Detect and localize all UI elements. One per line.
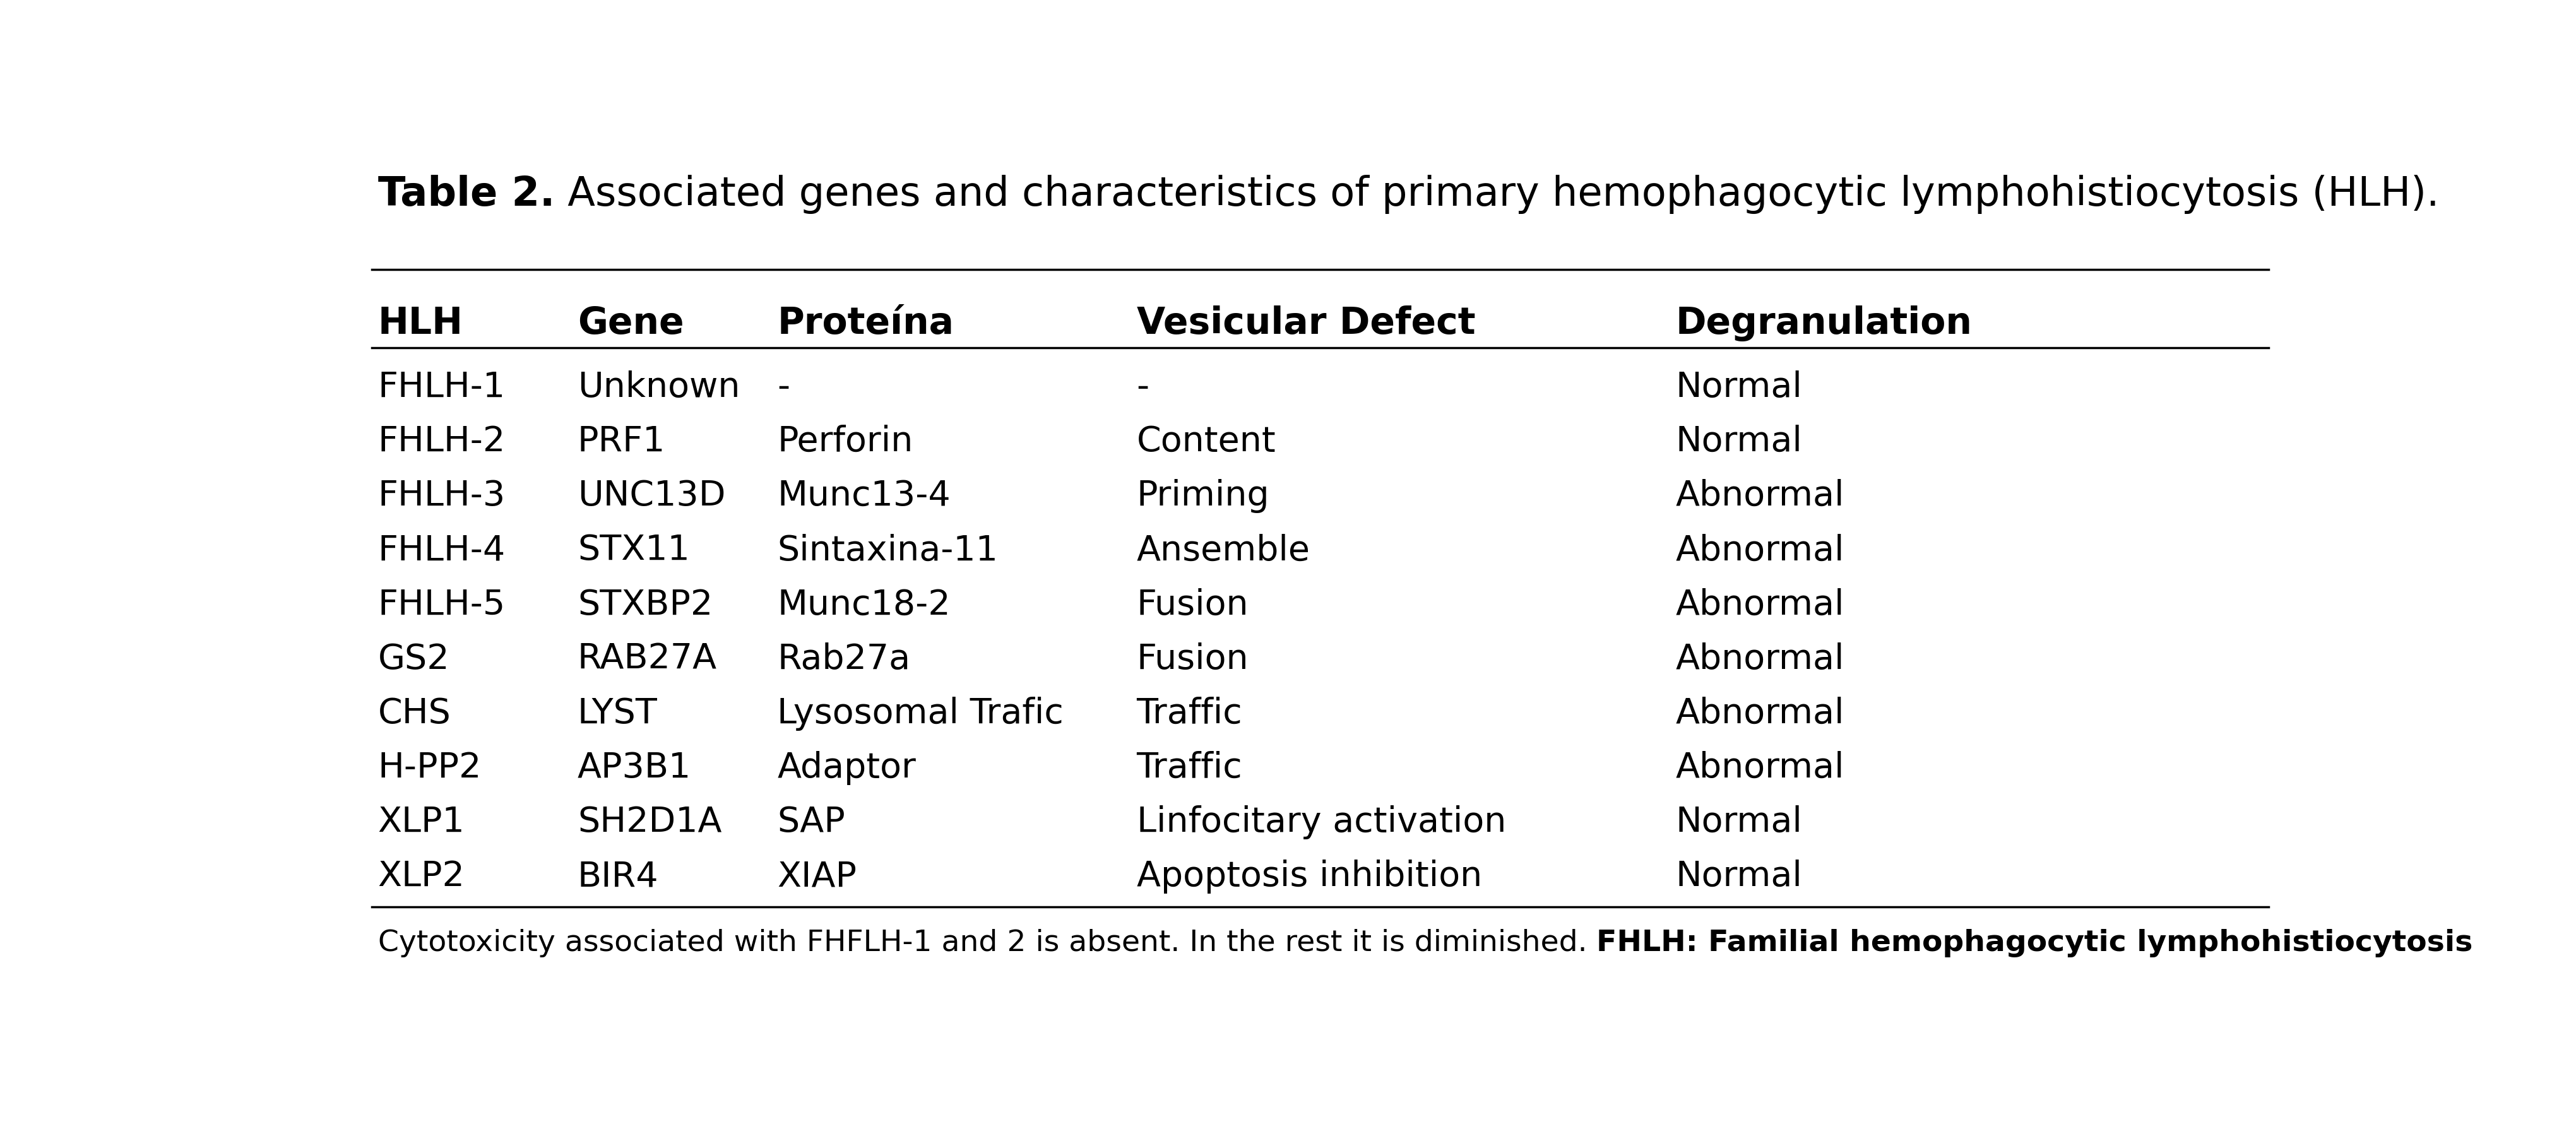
Text: RAB27A: RAB27A [577,642,716,676]
Text: Traffic: Traffic [1136,697,1242,730]
Text: Abnormal: Abnormal [1674,479,1844,513]
Text: FHLH-5: FHLH-5 [379,587,505,622]
Text: PRF1: PRF1 [577,425,665,458]
Text: Abnormal: Abnormal [1674,697,1844,730]
Text: H-PP2: H-PP2 [379,751,482,785]
Text: UNC13D: UNC13D [577,479,726,513]
Text: Normal: Normal [1674,859,1803,893]
Text: AP3B1: AP3B1 [577,751,690,785]
Text: Normal: Normal [1674,370,1803,404]
Text: Table 2.: Table 2. [379,175,554,213]
Text: Content: Content [1136,425,1275,458]
Text: Lysosomal Trafic: Lysosomal Trafic [778,697,1064,730]
Text: Abnormal: Abnormal [1674,533,1844,567]
Text: CHS: CHS [379,697,451,730]
Text: Ansemble: Ansemble [1136,533,1311,567]
Text: Rab27a: Rab27a [778,642,909,676]
Text: Fusion: Fusion [1136,642,1249,676]
Text: BIR4: BIR4 [577,859,659,893]
Text: Perforin: Perforin [778,425,912,458]
Text: XLP2: XLP2 [379,859,464,893]
Text: LYST: LYST [577,697,657,730]
Text: FHLH-2: FHLH-2 [379,425,505,458]
Text: Normal: Normal [1674,425,1803,458]
Text: XLP1: XLP1 [379,805,464,839]
Text: Associated genes and characteristics of primary hemophagocytic lymphohistiocytos: Associated genes and characteristics of … [554,175,2439,213]
Text: FHLH-1: FHLH-1 [379,370,505,404]
Text: Unknown: Unknown [577,370,739,404]
Text: SAP: SAP [778,805,845,839]
Text: Priming: Priming [1136,479,1270,513]
Text: FHLH: Familial hemophagocytic lymphohistiocytosis: FHLH: Familial hemophagocytic lymphohist… [1597,929,2473,957]
Text: Abnormal: Abnormal [1674,751,1844,785]
Text: GS2: GS2 [379,642,451,676]
Text: FHLH-4: FHLH-4 [379,533,505,567]
Text: Degranulation: Degranulation [1674,305,1973,341]
Text: HLH: HLH [379,305,464,341]
Text: Cytotoxicity associated with FHFLH-1 and 2 is absent. In the rest it is diminish: Cytotoxicity associated with FHFLH-1 and… [379,929,1597,957]
Text: Abnormal: Abnormal [1674,642,1844,676]
Text: Fusion: Fusion [1136,587,1249,622]
Text: Apoptosis inhibition: Apoptosis inhibition [1136,859,1481,893]
Text: SH2D1A: SH2D1A [577,805,721,839]
Text: Abnormal: Abnormal [1674,587,1844,622]
Text: STXBP2: STXBP2 [577,587,714,622]
Text: Vesicular Defect: Vesicular Defect [1136,305,1476,341]
Text: STX11: STX11 [577,533,690,567]
Text: Proteína: Proteína [778,305,953,341]
Text: FHLH-3: FHLH-3 [379,479,505,513]
Text: -: - [1136,370,1149,404]
Text: Normal: Normal [1674,805,1803,839]
Text: Linfocitary activation: Linfocitary activation [1136,805,1507,839]
Text: Munc13-4: Munc13-4 [778,479,951,513]
Text: -: - [778,370,791,404]
Text: Adaptor: Adaptor [778,751,917,785]
Text: Munc18-2: Munc18-2 [778,587,951,622]
Text: Gene: Gene [577,305,685,341]
Text: XIAP: XIAP [778,859,858,893]
Text: Traffic: Traffic [1136,751,1242,785]
Text: Sintaxina-11: Sintaxina-11 [778,533,997,567]
